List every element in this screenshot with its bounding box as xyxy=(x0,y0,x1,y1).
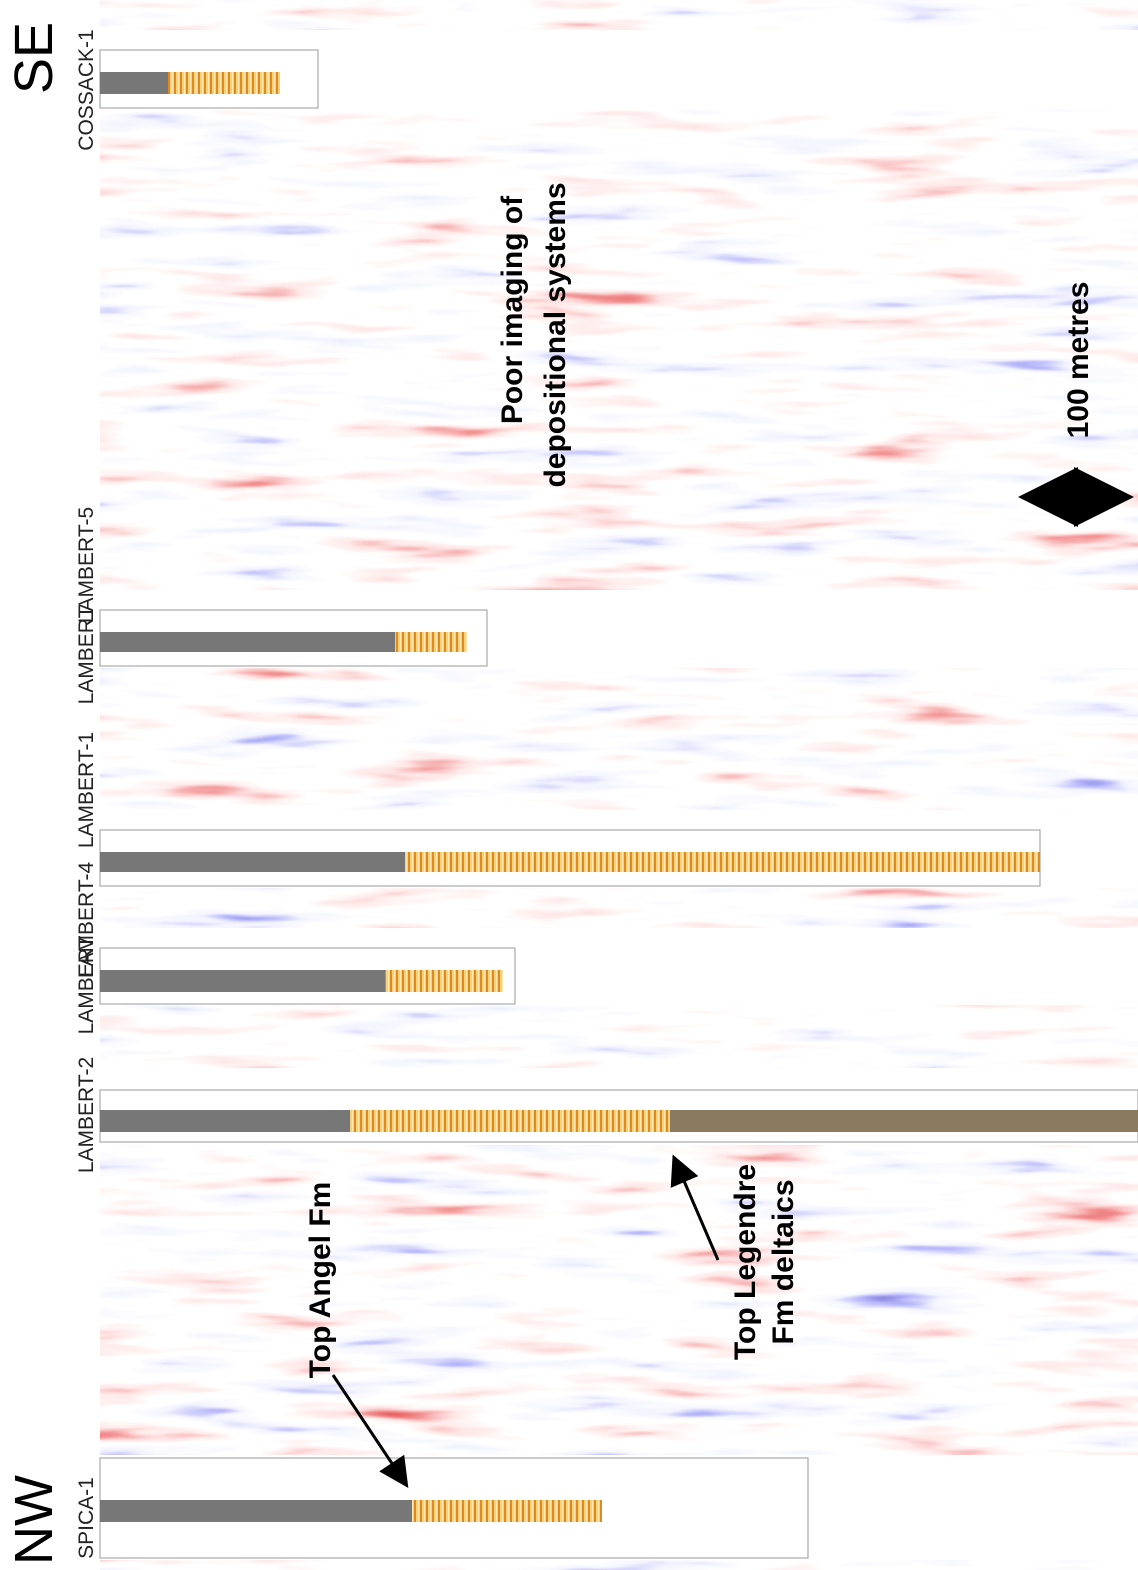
log-color xyxy=(412,1500,602,1522)
annotation: Poor imaging of xyxy=(496,195,529,424)
seismic-strip xyxy=(100,1005,1138,1068)
well-label: COSSACK-1 xyxy=(75,29,98,150)
seismic-strip xyxy=(100,110,1138,590)
log-color xyxy=(168,72,280,94)
log-gray xyxy=(100,632,395,652)
well-label: SPICA-1 xyxy=(75,1477,98,1559)
well-label: LAMBERT-1 xyxy=(75,732,98,848)
log-color xyxy=(395,632,467,652)
annotation: Top Angel Fm xyxy=(304,1182,337,1379)
well-label: LAMBERT-2 xyxy=(75,1057,98,1173)
labels: SE NW COSSACK-1 LAMBERT-5 LAMBERT LAMBER… xyxy=(4,22,98,1565)
seismic-strip xyxy=(100,1560,1138,1570)
well-label: LAMBERT xyxy=(75,605,98,704)
log-gray xyxy=(100,1110,350,1132)
figure: SE NW COSSACK-1 LAMBERT-5 LAMBERT LAMBER… xyxy=(0,0,1138,1570)
direction-label: NW xyxy=(4,1475,64,1565)
log-gray xyxy=(100,72,168,94)
log-gray xyxy=(100,1500,412,1522)
seismic-strip xyxy=(100,1145,1138,1455)
direction-label: SE xyxy=(4,22,64,94)
page: SE NW COSSACK-1 LAMBERT-5 LAMBERT LAMBER… xyxy=(0,0,1138,1570)
annotation: Fm deltaics xyxy=(767,1179,800,1344)
seismic-strip xyxy=(100,888,1138,928)
log-color xyxy=(350,1110,670,1132)
scale-label: 100 metres xyxy=(1062,282,1095,439)
log-gray xyxy=(100,970,385,992)
annotation: Top Legendre xyxy=(729,1164,762,1360)
annotation: depositional systems xyxy=(539,182,572,487)
seismic-strip xyxy=(100,0,1138,30)
log-brown xyxy=(670,1110,1138,1132)
log-gray xyxy=(100,852,405,872)
log-color xyxy=(405,852,1040,872)
seismic-panels xyxy=(100,0,1138,1570)
seismic-strip xyxy=(100,668,1138,810)
log-color xyxy=(385,970,503,992)
well-label: LAMBERT xyxy=(75,935,98,1034)
